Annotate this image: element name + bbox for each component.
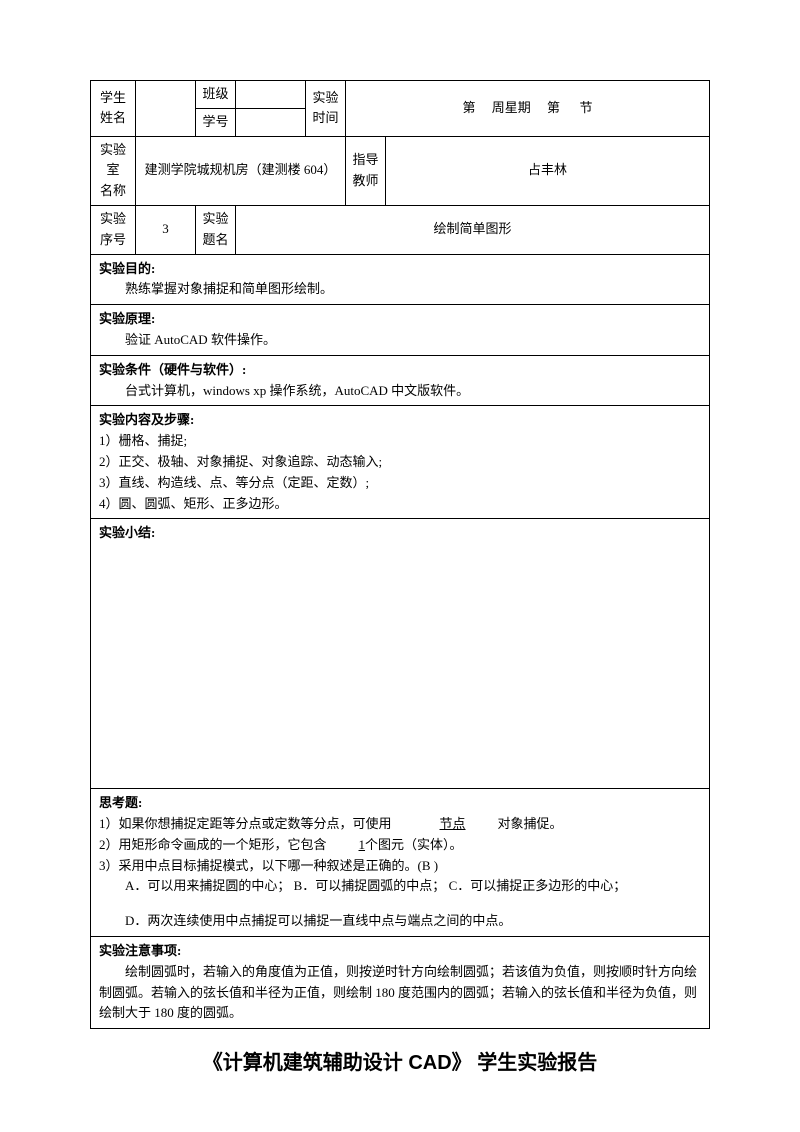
q3-opt-d: D．两次连续使用中点捕捉可以捕捉一直线中点与端点之间的中点。: [99, 911, 701, 932]
exp-seq-label: 实验 序号: [91, 205, 136, 254]
experiment-time-value: 第 周星期 第 节: [346, 81, 710, 137]
exp-seq-value: 3: [136, 205, 196, 254]
steps-title: 实验内容及步骤:: [99, 410, 701, 431]
principle-section: 实验原理: 验证 AutoCAD 软件操作。: [91, 305, 710, 356]
exp-title-label: 实验 题名: [196, 205, 236, 254]
period-suffix: 节: [580, 100, 593, 115]
lab-name-value: 建测学院城规机房（建测楼 604）: [136, 136, 346, 205]
q3-opt-b: B．可以捕捉圆弧的中点；: [294, 878, 446, 893]
instructor-label: 指导 教师: [346, 136, 386, 205]
footer-page-title: 《计算机建筑辅助设计 CAD》 学生实验报告: [90, 1047, 710, 1079]
question-2: 2）用矩形命令画成的一个矩形，它包含1个图元（实体）。: [99, 835, 701, 856]
q2-prefix: 2）用矩形命令画成的一个矩形，它包含: [99, 837, 327, 852]
q2-blank: [327, 837, 359, 852]
week-suffix: 第: [547, 100, 560, 115]
q2-suffix: 个图元（实体）。: [365, 837, 463, 852]
notes-body: 绘制圆弧时，若输入的角度值为正值，则按逆时针方向绘制圆弧；若该值为负值，则按顺时…: [99, 962, 701, 1024]
step-3: 3）直线、构造线、点、等分点（定距、定数）;: [99, 473, 701, 494]
q3-spacer: [99, 897, 701, 911]
question-3-options: A．可以用来捕捉圆的中心； B．可以捕捉圆弧的中点； C．可以捕捉正多边形的中心…: [99, 876, 701, 897]
step-2: 2）正交、极轴、对象捕捉、对象追踪、动态输入;: [99, 452, 701, 473]
step-4: 4）圆、圆弧、矩形、正多边形。: [99, 494, 701, 515]
header-row-1: 学生 姓名 班级 实验 时间 第 周星期 第 节: [91, 81, 710, 109]
questions-title: 思考题:: [99, 793, 701, 814]
purpose-body: 熟练掌握对象捕捉和简单图形绘制。: [99, 279, 701, 300]
summary-section: 实验小结:: [91, 519, 710, 789]
q1-answer: 节点: [440, 816, 466, 831]
experiment-time-label: 实验 时间: [306, 81, 346, 137]
principle-body: 验证 AutoCAD 软件操作。: [99, 330, 701, 351]
week-mid: 周星期: [492, 100, 531, 115]
purpose-section: 实验目的: 熟练掌握对象捕捉和简单图形绘制。: [91, 254, 710, 305]
report-form-table: 学生 姓名 班级 实验 时间 第 周星期 第 节 学号 实验室 名称 建测学院城…: [90, 80, 710, 1029]
question-3: 3）采用中点目标捕捉模式，以下哪一种叙述是正确的。(B ): [99, 856, 701, 877]
week-prefix: 第: [462, 100, 475, 115]
conditions-section: 实验条件（硬件与软件）: 台式计算机，windows xp 操作系统，AutoC…: [91, 355, 710, 406]
summary-empty-space: [99, 544, 701, 784]
q3-opt-c: C．可以捕捉正多边形的中心；: [449, 878, 627, 893]
student-name-label: 学生 姓名: [91, 81, 136, 137]
instructor-value: 占丰林: [386, 136, 710, 205]
summary-title: 实验小结:: [99, 523, 701, 544]
student-name-value: [136, 81, 196, 137]
questions-section: 思考题: 1）如果你想捕捉定距等分点或定数等分点，可使用 节点 对象捕促。 2）用矩…: [91, 789, 710, 937]
lab-row: 实验室 名称 建测学院城规机房（建测楼 604） 指导 教师 占丰林: [91, 136, 710, 205]
steps-section: 实验内容及步骤: 1）栅格、捕捉; 2）正交、极轴、对象捕捉、对象追踪、动态输入…: [91, 406, 710, 519]
step-1: 1）栅格、捕捉;: [99, 431, 701, 452]
q1-blank: [392, 816, 440, 831]
notes-title: 实验注意事项:: [99, 941, 701, 962]
notes-section: 实验注意事项: 绘制圆弧时，若输入的角度值为正值，则按逆时针方向绘制圆弧；若该值…: [91, 936, 710, 1028]
exp-title-row: 实验 序号 3 实验 题名 绘制简单图形: [91, 205, 710, 254]
class-label: 班级: [196, 81, 236, 109]
question-1: 1）如果你想捕捉定距等分点或定数等分点，可使用 节点 对象捕促。: [99, 814, 701, 835]
class-value: [236, 81, 306, 109]
student-id-value: [236, 108, 306, 136]
q1-prefix: 1）如果你想捕捉定距等分点或定数等分点，可使用: [99, 816, 392, 831]
purpose-title: 实验目的:: [99, 259, 701, 280]
exp-title-value: 绘制简单图形: [236, 205, 710, 254]
conditions-body: 台式计算机，windows xp 操作系统，AutoCAD 中文版软件。: [99, 381, 701, 402]
conditions-title: 实验条件（硬件与软件）:: [99, 360, 701, 381]
student-id-label: 学号: [196, 108, 236, 136]
q1-suffix: 对象捕促。: [498, 816, 563, 831]
lab-name-label: 实验室 名称: [91, 136, 136, 205]
q1-blank2: [466, 816, 498, 831]
principle-title: 实验原理:: [99, 309, 701, 330]
q3-opt-a: A．可以用来捕捉圆的中心；: [125, 878, 290, 893]
